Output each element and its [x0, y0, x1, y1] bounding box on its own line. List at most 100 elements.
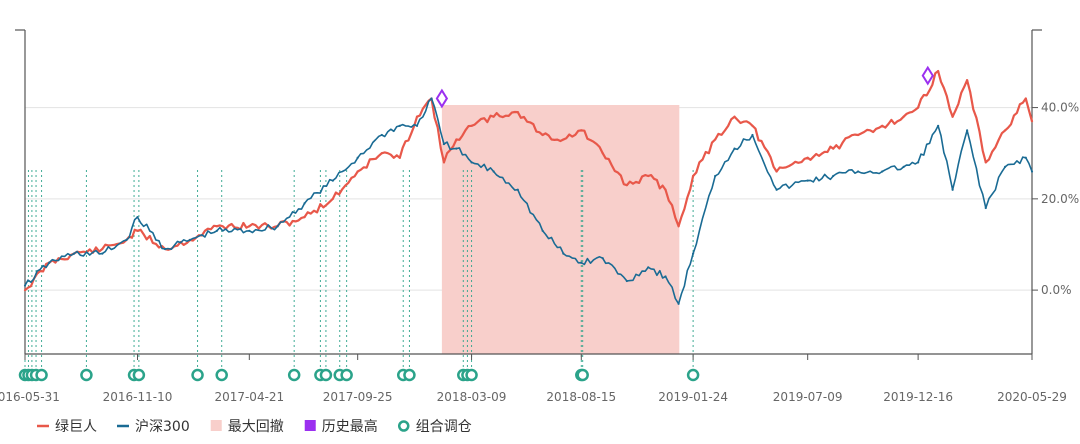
- x-tick-label: 2017-09-25: [323, 390, 393, 404]
- data-point: [101, 247, 104, 251]
- data-point: [677, 225, 680, 228]
- data-point: [902, 165, 905, 169]
- data-point: [806, 156, 809, 159]
- data-point: [664, 188, 667, 191]
- data-point: [984, 206, 987, 210]
- rebalance-marker[interactable]: [340, 368, 353, 382]
- data-point: [380, 152, 383, 155]
- data-point: [937, 124, 940, 127]
- data-point: [562, 252, 565, 255]
- data-point: [303, 215, 306, 219]
- legend-item-5[interactable]: 组合调仓: [397, 419, 472, 435]
- data-point: [470, 161, 473, 164]
- data-point: [1003, 165, 1007, 169]
- data-point: [541, 229, 544, 232]
- data-point: [72, 252, 76, 255]
- rebalance-marker[interactable]: [576, 368, 589, 382]
- data-point: [442, 142, 446, 146]
- all-time-high-marker: [921, 65, 934, 86]
- data-point: [1030, 120, 1034, 123]
- data-point: [23, 284, 27, 287]
- data-point: [48, 261, 51, 264]
- data-point: [541, 133, 544, 137]
- rebalance-marker[interactable]: [80, 368, 93, 382]
- y-tick-label: 0.0%: [1041, 283, 1072, 297]
- x-tick-label: 2018-08-15: [546, 390, 616, 404]
- x-tick-label: 2016-05-31: [0, 390, 60, 404]
- x-tick-label: 2016-11-10: [103, 390, 173, 404]
- rebalance-marker[interactable]: [35, 368, 48, 382]
- data-point: [751, 124, 754, 127]
- data-point: [580, 129, 583, 132]
- rebalance-markers[interactable]: [18, 368, 700, 382]
- max-drawdown-rect: [441, 105, 680, 354]
- data-point: [455, 138, 458, 141]
- rebalance-marker[interactable]: [403, 368, 416, 382]
- data-point: [248, 225, 251, 228]
- legend-label: 组合调仓: [416, 419, 472, 435]
- data-point: [1024, 97, 1027, 100]
- rebalance-marker[interactable]: [132, 368, 146, 382]
- data-point: [136, 215, 139, 219]
- data-point: [1030, 170, 1034, 173]
- data-point: [714, 138, 717, 141]
- data-point: [455, 147, 458, 150]
- data-point: [917, 106, 920, 109]
- data-point: [917, 161, 920, 164]
- legend-label: 历史最高: [322, 418, 378, 435]
- data-point: [625, 279, 628, 283]
- data-point: [692, 252, 695, 255]
- data-point: [832, 147, 835, 150]
- x-tick-label: 2019-07-09: [773, 390, 843, 404]
- legend-item-1[interactable]: 绿巨人: [37, 419, 97, 435]
- data-point: [188, 238, 192, 242]
- legend[interactable]: 绿巨人 沪深300 最大回撤 历史最高 组合调仓: [37, 418, 472, 435]
- legend-label: 沪深300: [135, 419, 190, 435]
- rebalance-marker[interactable]: [215, 368, 228, 382]
- data-point: [136, 229, 139, 232]
- legend-item-2[interactable]: 沪深300: [117, 419, 190, 435]
- data-point: [356, 156, 359, 159]
- data-point: [1024, 156, 1027, 159]
- x-tick-label: 2017-04-21: [214, 390, 284, 404]
- data-point: [951, 188, 954, 191]
- data-point: [415, 124, 419, 127]
- data-point: [215, 225, 218, 228]
- legend-label: 最大回撤: [228, 419, 284, 435]
- rebalance-marker[interactable]: [287, 368, 301, 382]
- data-point: [398, 156, 401, 159]
- data-point: [984, 161, 987, 164]
- data-point: [951, 115, 954, 118]
- legend-item-4[interactable]: 历史最高: [304, 418, 378, 435]
- legend-swatch-circle: [397, 420, 410, 432]
- data-point: [516, 111, 519, 114]
- data-point: [856, 170, 860, 173]
- data-point: [775, 170, 778, 173]
- data-point: [562, 138, 565, 141]
- series-line-2: [24, 97, 1033, 305]
- data-point: [881, 170, 884, 173]
- rebalance-marker[interactable]: [686, 368, 700, 382]
- data-point: [492, 115, 495, 118]
- data-point: [647, 266, 650, 269]
- data-point: [276, 225, 279, 228]
- axes: [15, 29, 1042, 360]
- data-point: [1003, 129, 1007, 132]
- data-point: [415, 115, 419, 118]
- rebalance-marker[interactable]: [191, 368, 204, 382]
- rebalance-marker[interactable]: [465, 368, 478, 382]
- x-tick-label: 2019-12-16: [883, 390, 953, 404]
- data-point: [714, 174, 717, 178]
- data-point: [470, 124, 473, 127]
- x-tick-label: 2018-03-09: [437, 390, 507, 404]
- data-point: [601, 257, 604, 260]
- data-point: [215, 229, 218, 232]
- data-point: [380, 133, 383, 137]
- legend-item-3[interactable]: 最大回撤: [210, 419, 284, 435]
- data-point: [677, 302, 680, 305]
- rebalance-marker[interactable]: [319, 368, 333, 382]
- x-tick-label: 2020-05-29: [997, 390, 1067, 404]
- series-lines: [23, 69, 1034, 305]
- data-point: [692, 174, 695, 178]
